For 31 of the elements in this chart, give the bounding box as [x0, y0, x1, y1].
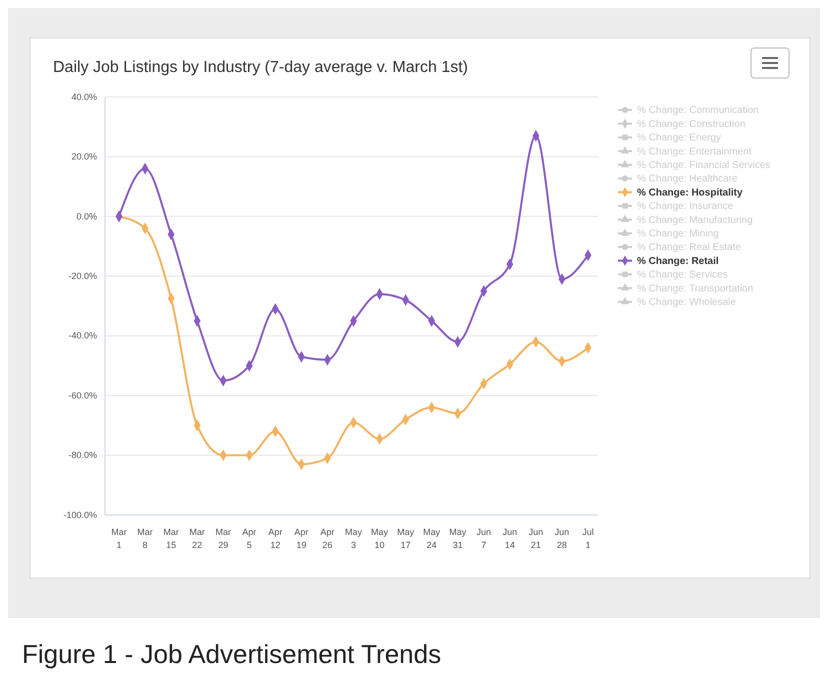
x-tick-label: Mar 1: [111, 527, 127, 550]
legend-label: % Change: Retail: [637, 256, 719, 267]
y-tick-label: -40.0%: [68, 330, 97, 341]
x-tick-label: Apr 5: [242, 527, 256, 550]
legend-label: % Change: Hospitality: [637, 187, 744, 198]
y-tick-label: -60.0%: [68, 390, 97, 400]
x-tick-label: May 24: [423, 527, 441, 550]
y-tick-label: -100.0%: [63, 510, 97, 520]
x-tick-label: Mar 22: [189, 527, 205, 550]
y-tick-label: -80.0%: [68, 450, 97, 460]
x-tick-label: Mar 8: [137, 527, 153, 550]
x-tick-label: May 31: [449, 527, 467, 550]
x-tick-label: Jun 21: [528, 527, 544, 550]
x-tick-label: Apr 26: [320, 527, 334, 550]
x-tick-label: Jun 28: [554, 527, 570, 550]
y-tick-label: 0.0%: [76, 211, 97, 222]
y-tick-label: -20.0%: [68, 271, 97, 282]
x-tick-label: Mar 29: [215, 527, 231, 550]
x-tick-label: Jul 1: [582, 527, 594, 550]
x-tick-label: Apr 12: [268, 527, 282, 550]
x-tick-label: Mar 15: [163, 527, 179, 550]
x-tick-label: May 10: [371, 527, 389, 550]
y-tick-label: 20.0%: [71, 152, 97, 162]
chart-title: Daily Job Listings by Industry (7-day average v. March 1st): [53, 59, 468, 76]
y-tick-label: 40.0%: [71, 92, 97, 102]
caption: Figure 1 - Job Advertisement Trends: [22, 639, 442, 669]
x-tick-label: Apr 19: [294, 527, 308, 550]
x-tick-label: Jun 7: [476, 527, 492, 550]
x-tick-label: May 17: [397, 527, 415, 550]
x-tick-label: May 3: [344, 527, 362, 550]
x-tick-label: Jun 14: [502, 527, 518, 550]
